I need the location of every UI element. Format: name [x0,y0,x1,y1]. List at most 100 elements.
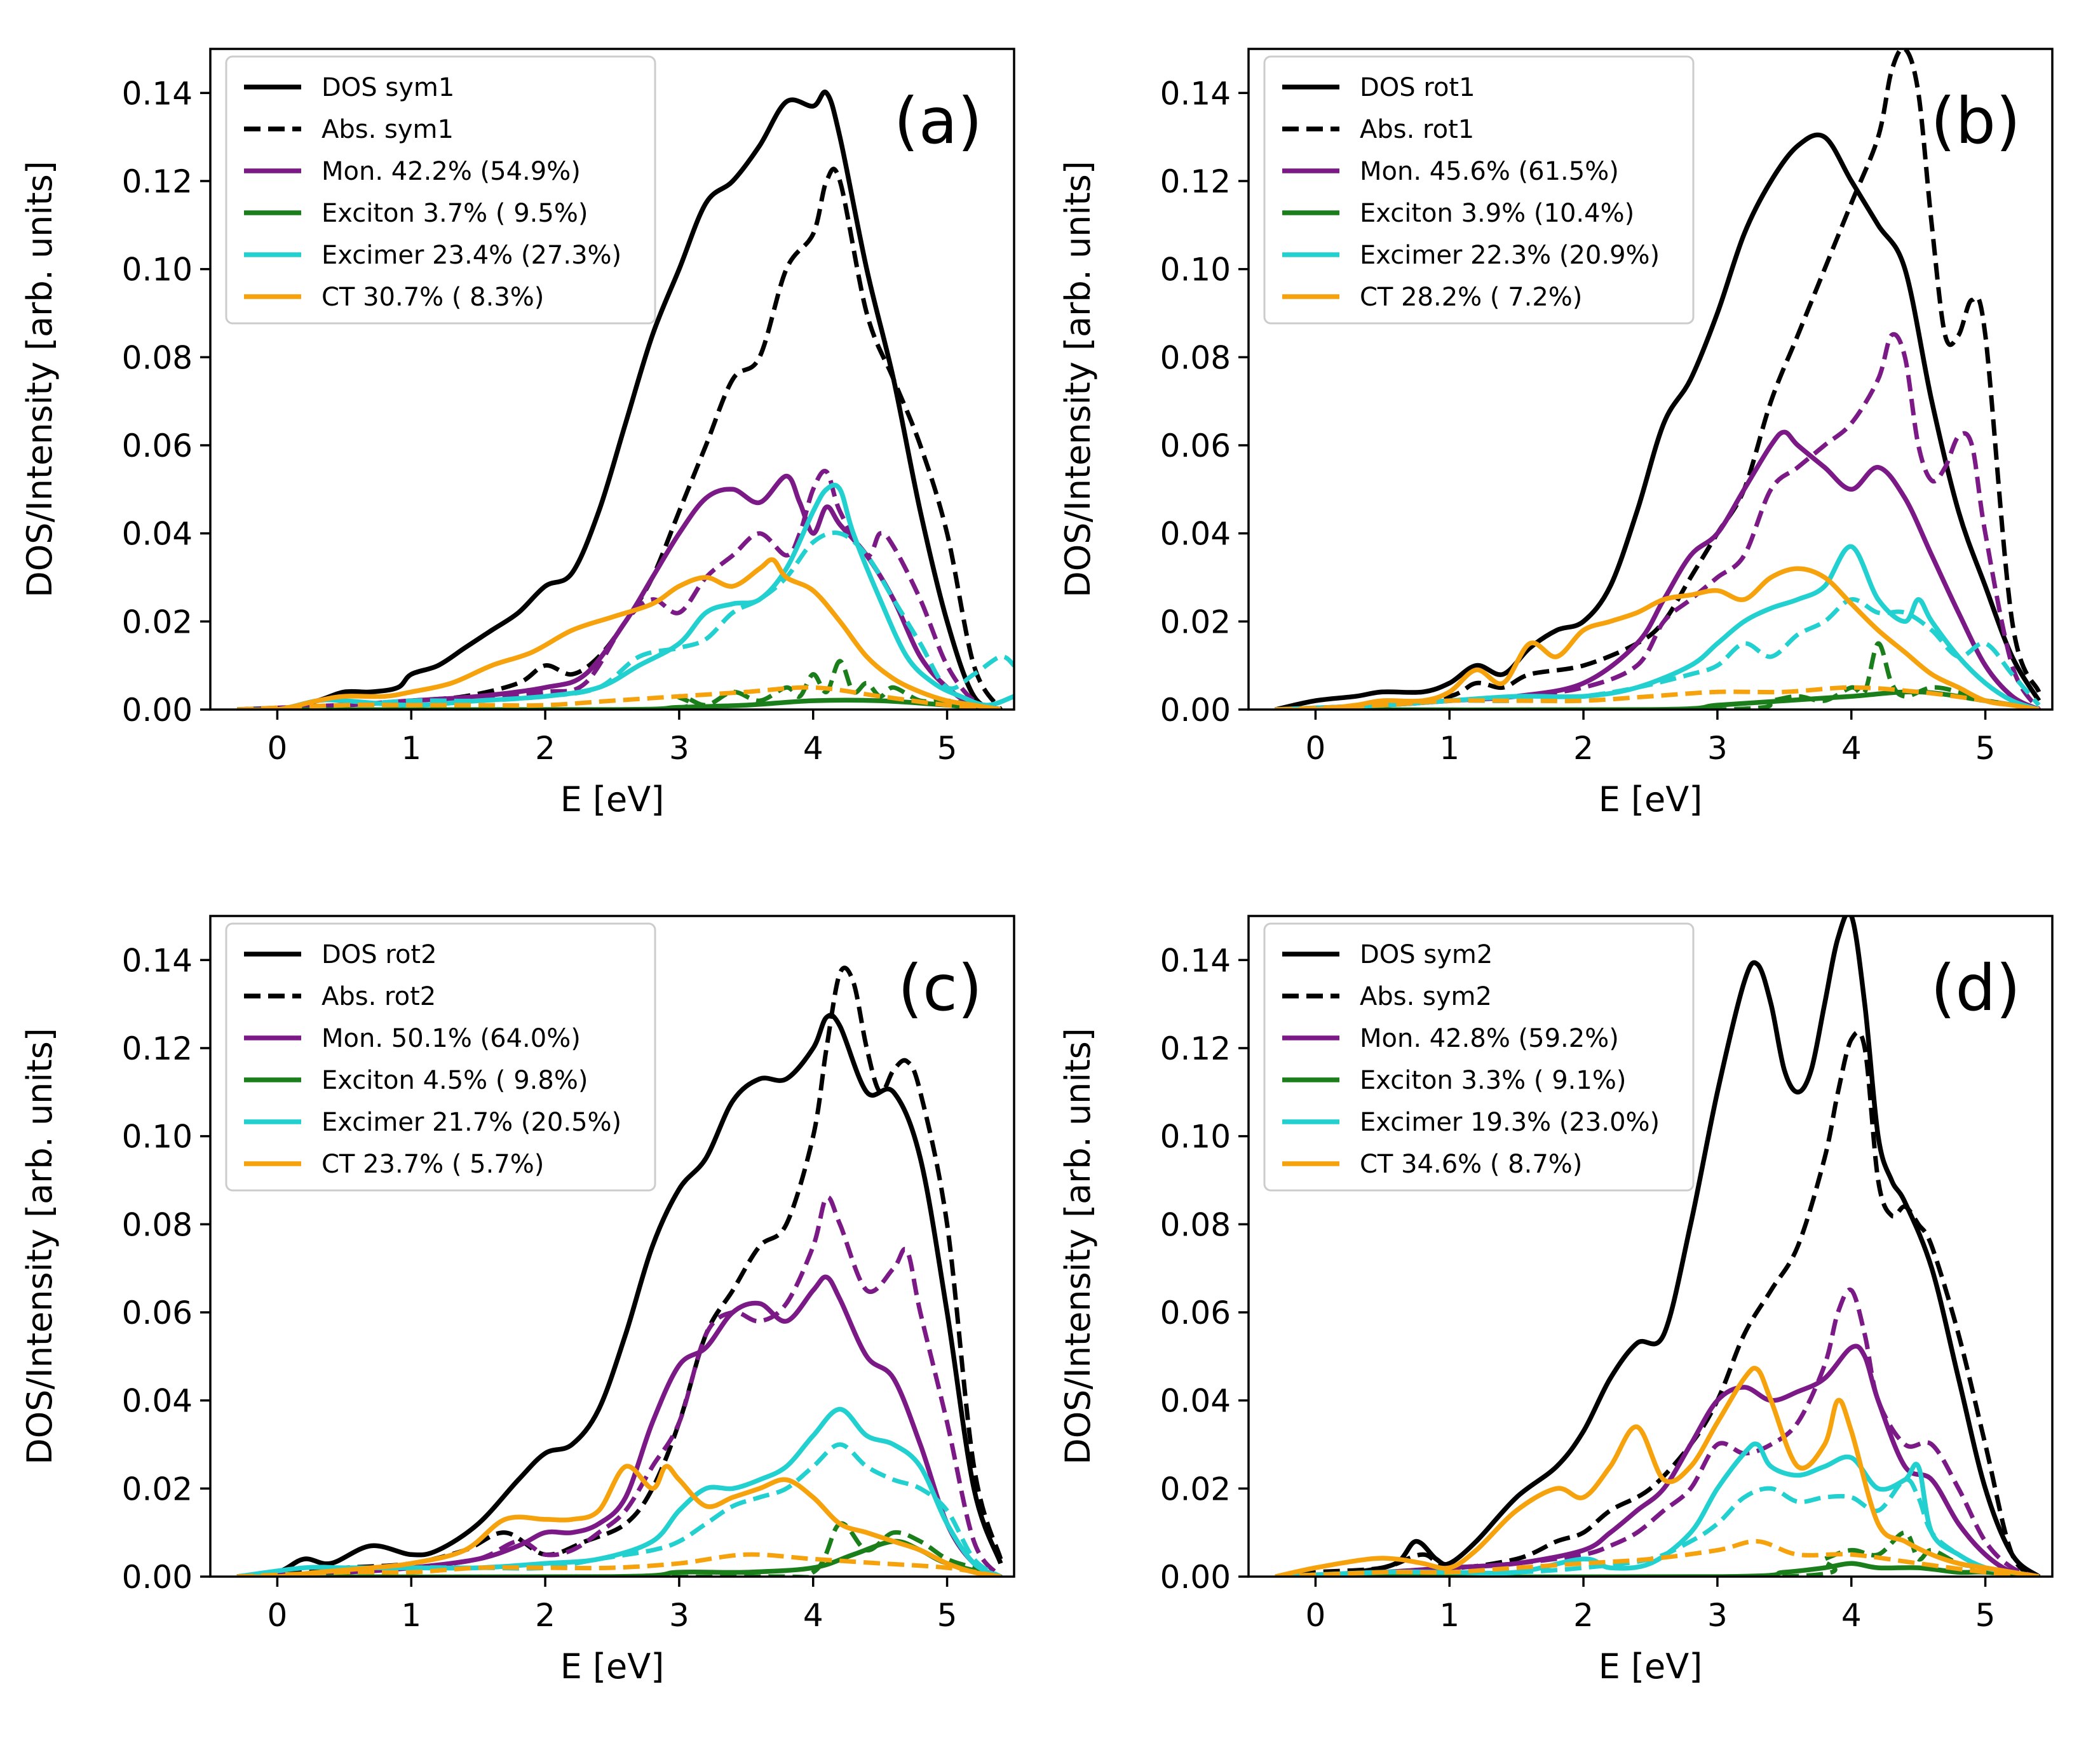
axes-frame [209,48,1015,711]
x-tick-label: 1 [401,730,421,767]
y-tick-label: 0.12 [1160,1030,1231,1067]
x-tick-label: 5 [937,1597,958,1634]
legend: DOS sym2 Abs. sym2 Mon. 42.8% (59.2%) Excit… [1263,922,1695,1192]
series-line-dashed-3 [237,468,1001,710]
axes-frame [1247,915,2054,1578]
y-tick-label: 0.00 [122,1559,193,1596]
y-tick-label: 0.12 [1160,163,1231,200]
y-tick-label: 0.12 [122,163,193,200]
y-tick-label: 0.08 [122,1206,193,1243]
legend-entry: DOS rot1 [1360,73,1475,102]
legend-entry: DOS sym1 [322,73,454,102]
panel-label: (b) [1930,84,2021,158]
y-tick-label: 0.14 [1160,75,1231,112]
legend-entry: CT 34.6% ( 8.7%) [1360,1150,1582,1179]
series-group [237,90,1014,710]
series-line-dashed-5 [237,659,1001,710]
legend-entry: Exciton 3.9% (10.4%) [1360,199,1634,228]
legend-entry: Excimer 21.7% (20.5%) [322,1108,621,1137]
series-line-dashed-5 [1275,641,2040,710]
legend-box [225,922,656,1192]
series-line-dashed-9 [1275,685,2040,710]
y-tick-label: 0.04 [122,1383,193,1420]
y-tick-label: 0.06 [122,1295,193,1331]
x-tick-label: 3 [1707,730,1728,767]
series-group [1275,49,2042,710]
legend-entry: Exciton 3.3% ( 9.1%) [1360,1066,1626,1095]
y-axis-title: DOS/Intensity [arb. units] [1058,1028,1098,1465]
legend-entry: Exciton 3.7% ( 9.5%) [322,199,588,228]
x-tick-label: 0 [1306,730,1326,767]
y-tick-label: 0.00 [1160,692,1231,729]
y-tick-label: 0.14 [1160,942,1231,979]
series-line-dashed-9 [237,685,1001,710]
y-tick-label: 0.06 [122,428,193,464]
legend-entry: Abs. sym1 [322,115,454,144]
y-tick-label: 0.10 [122,1119,193,1155]
x-tick-label: 2 [535,1597,555,1634]
legend: DOS rot2 Abs. rot2 Mon. 50.1% (64.0%) Excit… [225,922,656,1192]
x-tick-label: 1 [1439,730,1459,767]
y-axis-title: DOS/Intensity [arb. units] [1058,161,1098,598]
series-line-dashed-1 [237,166,1003,710]
legend-entry: CT 30.7% ( 8.3%) [322,283,544,312]
chart-panel-2: 0 1 2 3 4 5 0.00 0.02 0.04 0.06 0.08 0.10 0.12 0.14 E … [1058,48,2054,819]
series-line-dashed-3 [1275,1287,2040,1577]
legend-entry: Mon. 50.1% (64.0%) [322,1024,581,1053]
x-tick-label: 0 [1306,1597,1326,1634]
series-line-dashed-3 [1275,332,2041,710]
series-line-dashed-3 [237,1195,1003,1577]
series-line-solid-2 [1275,1343,2040,1577]
series-line-solid-8 [237,1464,1001,1577]
series-line-solid-8 [237,557,1001,710]
y-tick-label: 0.02 [1160,1471,1231,1507]
series-line-dashed-9 [1275,1538,2040,1577]
legend-entry: Abs. sym2 [1360,982,1492,1011]
legend-entry: Excimer 19.3% (23.0%) [1360,1108,1660,1137]
y-tick-label: 0.10 [1160,1119,1231,1155]
y-tick-label: 0.14 [122,942,193,979]
legend-entry: DOS sym2 [1360,940,1493,969]
series-line-solid-2 [237,1274,1002,1577]
axes-frame [1247,48,2054,711]
series-line-solid-8 [1275,1366,2040,1577]
series-line-solid-6 [237,482,1014,710]
x-tick-label: 4 [1841,1597,1862,1634]
legend-box [1263,922,1695,1192]
y-tick-label: 0.08 [122,339,193,376]
y-tick-label: 0.04 [122,516,193,553]
series-line-solid-0 [1275,916,2041,1577]
y-axis-title: DOS/Intensity [arb. units] [20,1028,60,1465]
chart-panel-1: 0 1 2 3 4 5 0.00 0.02 0.04 0.06 0.08 0.10 0.12 0.14 E … [20,48,1015,819]
y-tick-label: 0.08 [1160,1206,1231,1243]
series-line-dashed-5 [1275,1530,2040,1577]
y-tick-label: 0.06 [1160,428,1231,464]
x-axis-title: E [eV] [1599,779,1703,819]
y-tick-label: 0.00 [1160,1559,1231,1596]
legend-entry: Abs. rot2 [322,982,436,1011]
y-tick-label: 0.02 [122,1471,193,1507]
legend-entry: DOS rot2 [322,940,437,969]
series-group [236,966,1003,1577]
y-tick-label: 0.10 [1160,252,1231,288]
y-tick-label: 0.02 [122,603,193,640]
y-tick-label: 0.04 [1160,1383,1231,1420]
panel-label: (d) [1930,951,2021,1025]
legend-entry: CT 28.2% ( 7.2%) [1360,283,1582,312]
panel-label: (c) [898,951,982,1025]
legend-entry: Mon. 45.6% (61.5%) [1360,157,1619,186]
x-tick-label: 0 [267,1597,288,1634]
legend-box [225,55,656,325]
series-line-solid-0 [236,1013,1003,1577]
legend-entry: Mon. 42.8% (59.2%) [1360,1024,1619,1053]
legend-entry: Excimer 22.3% (20.9%) [1360,241,1660,270]
y-tick-label: 0.08 [1160,339,1231,376]
x-tick-label: 3 [669,730,689,767]
legend-entry: Abs. rot1 [1360,115,1474,144]
x-tick-label: 5 [1975,1597,1996,1634]
series-line-dashed-9 [237,1552,1001,1577]
axes-frame [209,915,1015,1578]
y-tick-label: 0.12 [122,1030,193,1067]
legend-entry: CT 23.7% ( 5.7%) [322,1150,544,1179]
